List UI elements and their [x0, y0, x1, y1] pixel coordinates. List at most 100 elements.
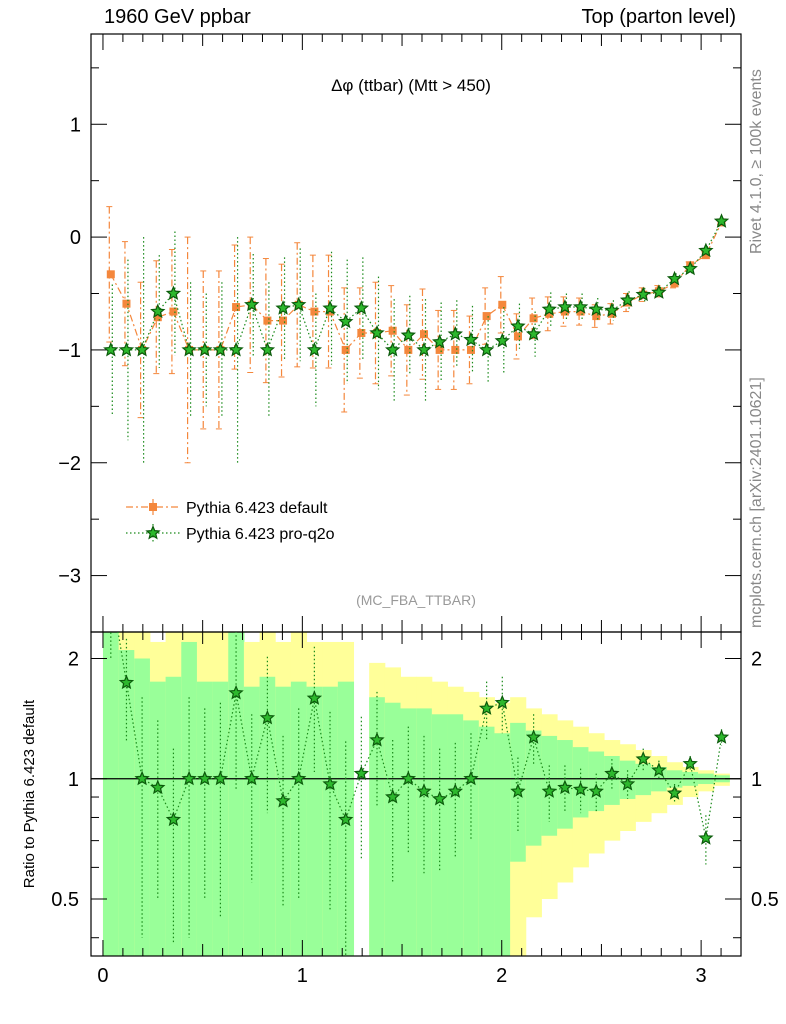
legend-label-default: Pythia 6.423 default [186, 500, 328, 517]
marker-square [279, 316, 288, 325]
marker-star [353, 300, 370, 315]
ratio-marker-star [181, 770, 197, 786]
marker-square [451, 345, 460, 354]
marker-square [576, 307, 585, 316]
marker-star [431, 333, 448, 349]
marker-square [388, 326, 397, 335]
ratio-marker-star [259, 709, 276, 725]
ratio-marker-star [463, 770, 479, 786]
band-green [134, 658, 151, 956]
marker-star [478, 341, 495, 357]
ratio-marker-star [682, 755, 698, 771]
marker-square [404, 345, 413, 354]
ratio-marker-star [197, 770, 213, 786]
ratio-marker-star [291, 770, 307, 786]
marker-star [244, 296, 260, 312]
band-green [259, 676, 276, 956]
ratio-marker-star [416, 783, 432, 798]
legend-marker-default [149, 503, 157, 511]
marker-square [498, 300, 507, 309]
band-green [306, 686, 323, 956]
band-green [290, 681, 308, 956]
ratio-marker-star [713, 729, 730, 744]
ratio-marker-star [572, 781, 589, 797]
marker-star [400, 327, 416, 342]
series-ratio [110, 632, 730, 956]
band-green [196, 681, 214, 956]
ratio-marker-star [510, 783, 526, 798]
ratio-marker-star [306, 690, 323, 705]
ratio-marker-star [338, 811, 354, 827]
marker-star [181, 341, 197, 357]
marker-square [513, 332, 522, 341]
main-ytick-label: −3 [58, 566, 81, 588]
marker-star [635, 286, 651, 302]
marker-star [557, 298, 573, 314]
marker-square [701, 251, 710, 260]
marker-square [357, 329, 366, 337]
ratio-marker-star [494, 694, 510, 710]
ratio-marker-star [478, 700, 495, 715]
marker-square [435, 345, 444, 354]
marker-square [169, 307, 178, 316]
ratio-marker-star [666, 785, 683, 800]
ratio-marker-star [698, 830, 714, 845]
marker-square [560, 307, 569, 316]
band-green [400, 708, 417, 956]
band-green [149, 681, 167, 956]
ratio-marker-star [322, 775, 338, 791]
marker-square [263, 316, 272, 325]
marker-star [165, 285, 182, 301]
ratio-marker-star [431, 790, 448, 806]
header-right: Top (parton level) [581, 6, 736, 28]
band-green [525, 730, 542, 846]
band-green [478, 726, 495, 956]
ratio-marker-star [651, 762, 667, 777]
ratio-marker-star [212, 770, 229, 786]
marker-star [212, 341, 229, 357]
marker-star [103, 341, 119, 357]
ratio-ytick-label: 2 [68, 648, 79, 670]
ratio-ytick-label-right: 2 [751, 648, 762, 670]
ratio-marker-star [134, 770, 150, 786]
ratio-xtick-label: 0 [97, 965, 108, 987]
marker-star [259, 341, 276, 357]
series-line [110, 222, 723, 352]
marker-star [275, 300, 291, 315]
marker-square [122, 299, 131, 308]
ratio-marker-star [369, 731, 385, 747]
marker-square [153, 313, 162, 322]
ratio-bands [102, 632, 730, 956]
ratio-marker-star [619, 775, 636, 791]
marker-star [369, 324, 385, 340]
ratio-marker-star [525, 729, 542, 744]
marker-star [541, 301, 557, 316]
marker-square [466, 345, 475, 354]
marker-star [698, 242, 714, 258]
marker-star [463, 331, 479, 347]
band-green [243, 686, 261, 956]
marker-star [666, 270, 683, 286]
marker-star [338, 313, 354, 329]
main-ytick-label: −2 [58, 453, 81, 475]
band-green [118, 650, 135, 956]
header-left: 1960 GeV ppbar [104, 6, 251, 28]
marker-star [651, 284, 667, 299]
ratio-frame [90, 631, 742, 957]
legend-marker-proq2o [145, 524, 161, 540]
marker-square [670, 279, 679, 288]
ratio-ytick-label: 0.5 [51, 889, 79, 911]
main-title: Δφ (ttbar) (Mtt > 450) [331, 76, 491, 95]
ratio-marker-star [244, 770, 260, 786]
marker-star [447, 326, 463, 341]
ratio-marker-star [165, 811, 182, 827]
ratio-xtick-label: 2 [496, 965, 507, 987]
marker-star [510, 318, 526, 333]
ratio-marker-star [541, 783, 557, 798]
band-green [635, 763, 652, 796]
marker-square [419, 330, 428, 339]
marker-star [713, 213, 730, 228]
marker-star [525, 326, 542, 341]
marker-star [682, 260, 698, 276]
